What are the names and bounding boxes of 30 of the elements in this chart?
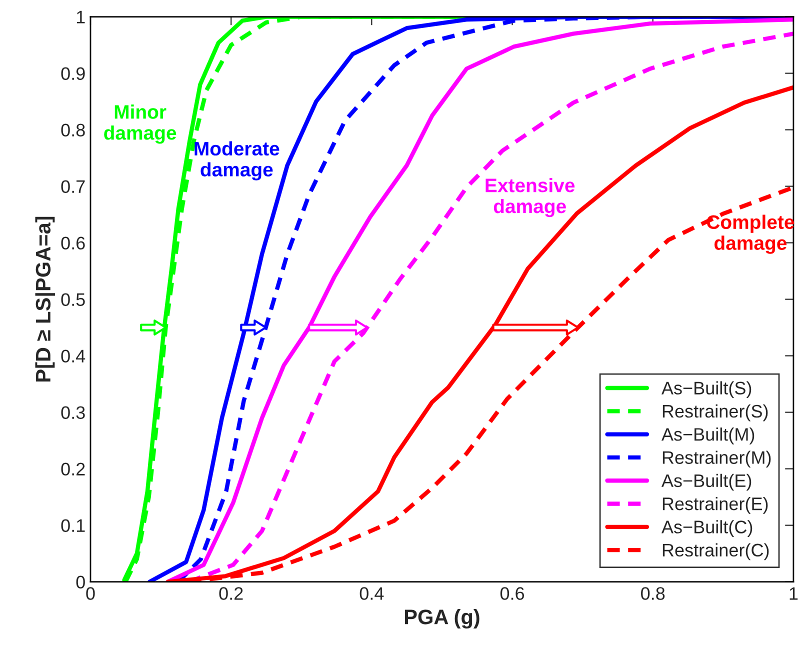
y-tick-label: 0.9 xyxy=(61,67,85,80)
x-axis-title: PGA (g) xyxy=(404,609,480,629)
y-tick-label: 0 xyxy=(76,576,85,589)
y-tick-label: 0.5 xyxy=(61,293,85,306)
legend-label: Restrainer(S) xyxy=(662,404,768,422)
annotation: Extensive damage xyxy=(486,178,575,218)
y-tick-label: 0.3 xyxy=(61,406,85,420)
x-tick-label: 0.2 xyxy=(219,587,243,600)
y-tick-label: 0.1 xyxy=(61,519,85,532)
x-tick-label: 0.8 xyxy=(641,587,665,600)
x-tick-label: 0.6 xyxy=(500,587,524,600)
legend-label: Restrainer(C) xyxy=(662,543,769,560)
annotation: Minor damage xyxy=(104,104,176,144)
x-tick-label: 0 xyxy=(86,587,95,600)
x-tick-label: 0.4 xyxy=(360,587,384,600)
legend-label: As−Built(M) xyxy=(661,428,754,444)
y-tick-label: 0.4 xyxy=(61,350,86,362)
y-tick-label: 0.7 xyxy=(61,180,85,193)
legend-label: As−Built(E) xyxy=(661,474,752,491)
y-tick-label: 1 xyxy=(76,10,85,24)
x-tick-label: 1 xyxy=(790,587,798,600)
legend-label: As−Built(S) xyxy=(661,381,752,398)
y-axis-title: P[D ≥ LS|PGA=a] xyxy=(35,216,55,382)
legend-label: Restrainer(E) xyxy=(662,496,768,514)
y-tick-label: 0.8 xyxy=(61,124,85,136)
legend-label: Restrainer(M) xyxy=(662,450,771,468)
y-tick-label: 0.2 xyxy=(61,462,85,476)
legend-label: As−Built(C) xyxy=(661,520,752,537)
annotation: Moderate damage xyxy=(194,141,280,180)
y-tick-label: 0.6 xyxy=(61,236,85,250)
